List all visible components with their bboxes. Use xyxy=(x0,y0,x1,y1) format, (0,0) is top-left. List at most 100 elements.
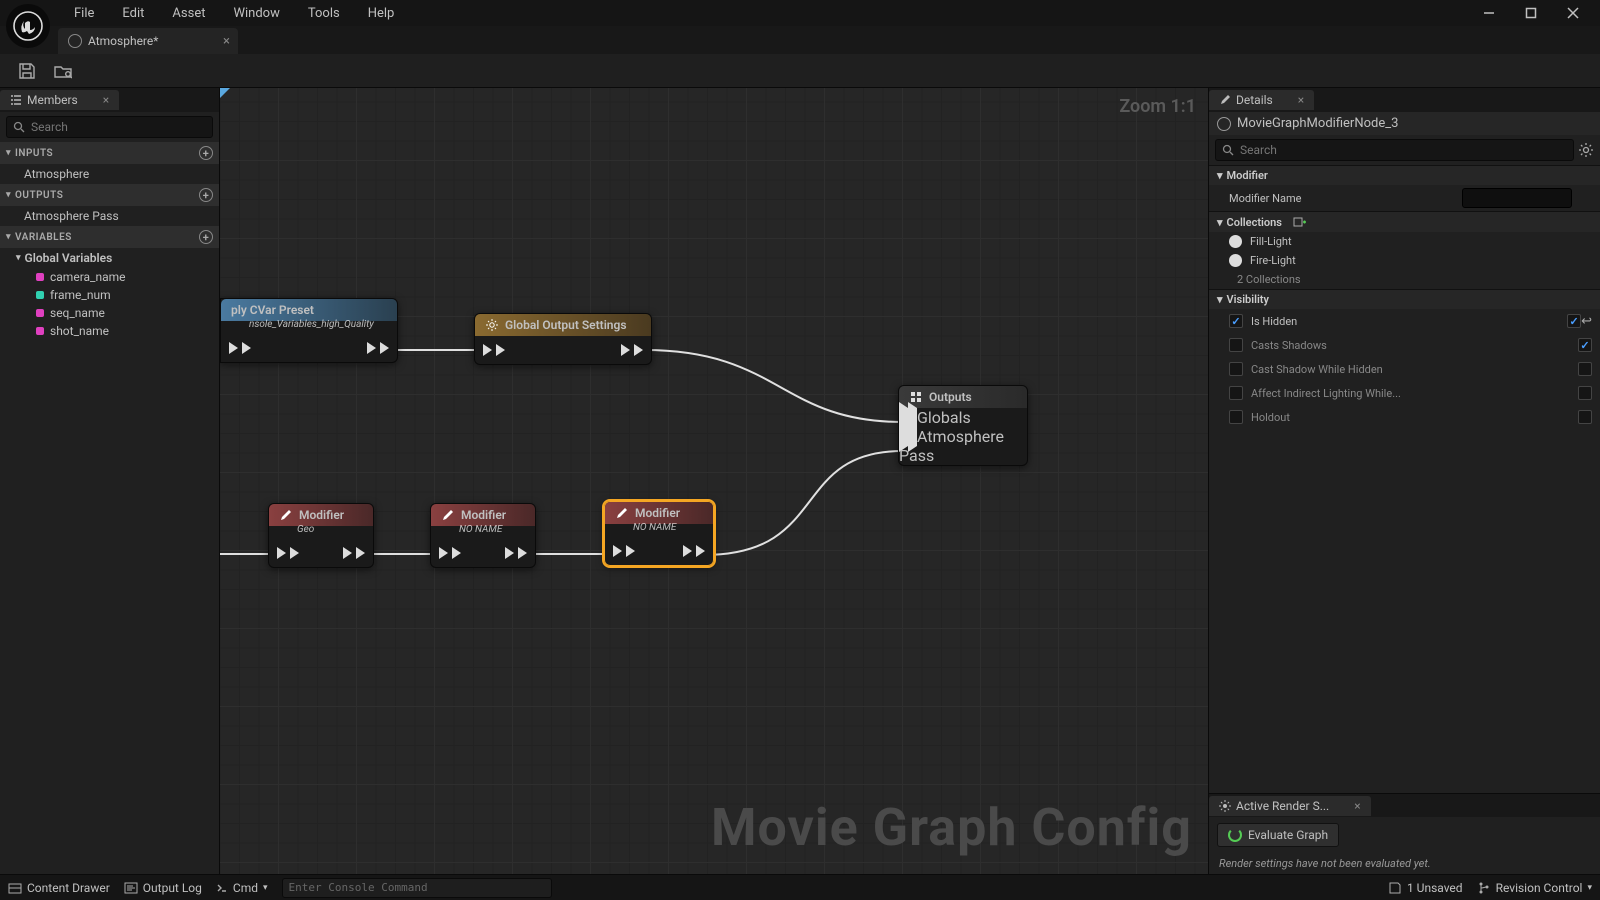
output-pin-row[interactable]: Atmosphere Pass xyxy=(899,427,1027,465)
members-panel: Members × ▾ INPUTS + Atmosphere ▾ OUTPUT… xyxy=(0,88,220,874)
close-icon[interactable]: × xyxy=(223,34,230,49)
document-tab[interactable]: Atmosphere* × xyxy=(58,28,238,54)
titlebar: File Edit Asset Window Tools Help xyxy=(0,0,1600,26)
override-checkbox[interactable] xyxy=(1229,410,1243,424)
add-input-button[interactable]: + xyxy=(199,146,213,160)
members-tab[interactable]: Members × xyxy=(0,90,119,110)
modifier-section[interactable]: ▾Modifier xyxy=(1209,166,1600,185)
menu-tools[interactable]: Tools xyxy=(294,2,354,25)
close-icon[interactable]: × xyxy=(1298,93,1304,107)
exec-pin-in[interactable] xyxy=(229,342,251,354)
graph-node-outputs[interactable]: OutputsGlobalsAtmosphere Pass xyxy=(898,385,1028,466)
exec-pin-out[interactable] xyxy=(505,547,527,559)
caret-down-icon: ▾ xyxy=(6,190,11,200)
variables-section-header[interactable]: ▾ VARIABLES + xyxy=(0,226,219,248)
members-search-input[interactable] xyxy=(31,120,206,134)
modifier-name-input[interactable] xyxy=(1462,188,1572,208)
menu-asset[interactable]: Asset xyxy=(158,2,219,25)
graph-node-mod3[interactable]: ModifierNO NAME xyxy=(604,501,714,566)
unsaved-indicator[interactable]: 1 Unsaved xyxy=(1388,881,1463,895)
reset-to-default-icon[interactable]: ↩ xyxy=(1581,314,1592,329)
caret-down-icon: ▾ xyxy=(6,232,11,242)
add-collection-icon[interactable] xyxy=(1292,215,1306,229)
menu-file[interactable]: File xyxy=(60,2,108,25)
exec-pin-in[interactable] xyxy=(439,547,461,559)
radio-icon xyxy=(1229,254,1242,267)
variable-item[interactable]: seq_name xyxy=(0,304,219,322)
list-icon xyxy=(10,94,22,106)
close-icon[interactable]: × xyxy=(103,93,109,107)
exec-pin-in[interactable] xyxy=(483,344,505,356)
cmd-selector[interactable]: Cmd ▾ xyxy=(216,881,268,895)
variable-item[interactable]: camera_name xyxy=(0,268,219,286)
exec-pin-out[interactable] xyxy=(621,344,643,356)
pencil-icon xyxy=(615,506,629,520)
exec-pin-out[interactable] xyxy=(683,545,705,557)
close-icon[interactable]: × xyxy=(1354,799,1360,813)
exec-pin-in[interactable] xyxy=(613,545,635,557)
modifier-name-row: Modifier Name xyxy=(1209,185,1600,211)
override-checkbox[interactable] xyxy=(1229,362,1243,376)
output-log-button[interactable]: Output Log xyxy=(124,881,202,895)
console-command-input[interactable] xyxy=(282,878,552,898)
graph-node-gos[interactable]: Global Output Settings xyxy=(474,313,652,365)
type-color-icon xyxy=(36,273,44,281)
visibility-row: Casts Shadows xyxy=(1209,333,1600,357)
save-button[interactable] xyxy=(14,58,40,84)
input-item[interactable]: Atmosphere xyxy=(0,164,219,184)
browse-button[interactable] xyxy=(50,58,76,84)
content-drawer-button[interactable]: Content Drawer xyxy=(8,881,110,895)
details-search[interactable] xyxy=(1215,139,1574,161)
override-checkbox[interactable] xyxy=(1229,386,1243,400)
menu-window[interactable]: Window xyxy=(219,2,293,25)
node-header: Modifier xyxy=(605,502,713,524)
evaluate-graph-button[interactable]: Evaluate Graph xyxy=(1217,823,1339,847)
override-checkbox[interactable] xyxy=(1229,314,1243,328)
add-variable-button[interactable]: + xyxy=(199,230,213,244)
exec-pin-out[interactable] xyxy=(367,342,389,354)
output-item[interactable]: Atmosphere Pass xyxy=(0,206,219,226)
window-maximize[interactable] xyxy=(1510,0,1552,26)
override-checkbox[interactable] xyxy=(1229,338,1243,352)
window-minimize[interactable] xyxy=(1468,0,1510,26)
details-tab[interactable]: Details × xyxy=(1209,90,1314,110)
menu-edit[interactable]: Edit xyxy=(108,2,158,25)
variable-item[interactable]: shot_name xyxy=(0,322,219,340)
corner-handle[interactable] xyxy=(220,88,230,98)
radio-icon xyxy=(1229,235,1242,248)
outputs-section-header[interactable]: ▾ OUTPUTS + xyxy=(0,184,219,206)
global-variables-group[interactable]: ▾ Global Variables xyxy=(0,248,219,268)
collection-item[interactable]: Fill-Light xyxy=(1209,232,1600,251)
search-icon xyxy=(13,121,25,133)
details-search-input[interactable] xyxy=(1240,143,1567,157)
graph-canvas[interactable]: Zoom 1:1 Movie Graph Config ply CVar Pre… xyxy=(220,88,1208,874)
revision-control-button[interactable]: Revision Control ▾ xyxy=(1477,881,1592,895)
members-search[interactable] xyxy=(6,116,213,138)
render-settings-tab[interactable]: Active Render S... × xyxy=(1209,796,1371,816)
window-close[interactable] xyxy=(1552,0,1594,26)
graph-node-mod2[interactable]: ModifierNO NAME xyxy=(430,503,536,568)
inputs-section-header[interactable]: ▾ INPUTS + xyxy=(0,142,219,164)
exec-pin-in[interactable] xyxy=(277,547,299,559)
output-pin-row[interactable]: Globals xyxy=(899,408,1027,427)
value-checkbox xyxy=(1578,386,1592,400)
node-header: Global Output Settings xyxy=(475,314,651,336)
value-checkbox[interactable] xyxy=(1567,314,1581,328)
type-color-icon xyxy=(36,291,44,299)
collections-section[interactable]: ▾Collections xyxy=(1209,212,1600,232)
gear-icon[interactable] xyxy=(1578,142,1594,158)
type-color-icon xyxy=(36,327,44,335)
node-subtitle: nsole_Variables_high_Quality xyxy=(221,319,397,334)
collection-item[interactable]: Fire-Light xyxy=(1209,251,1600,270)
add-output-button[interactable]: + xyxy=(199,188,213,202)
visibility-section[interactable]: ▾Visibility xyxy=(1209,290,1600,309)
unreal-logo xyxy=(6,4,50,48)
chevron-down-icon: ▾ xyxy=(1587,883,1592,893)
graph-node-cvar[interactable]: ply CVar Presetnsole_Variables_high_Qual… xyxy=(220,298,398,363)
graph-node-mod1[interactable]: ModifierGeo xyxy=(268,503,374,568)
members-tab-label: Members xyxy=(27,93,78,107)
menu-help[interactable]: Help xyxy=(354,2,409,25)
variable-item[interactable]: frame_num xyxy=(0,286,219,304)
exec-pin-out[interactable] xyxy=(343,547,365,559)
node-subtitle: Geo xyxy=(269,524,373,539)
